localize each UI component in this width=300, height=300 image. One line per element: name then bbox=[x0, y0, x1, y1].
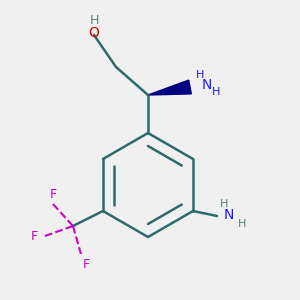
Text: H: H bbox=[212, 87, 220, 97]
Text: H: H bbox=[196, 70, 204, 80]
Text: N: N bbox=[224, 208, 234, 222]
Polygon shape bbox=[148, 80, 191, 95]
Text: H: H bbox=[220, 199, 228, 209]
Text: H: H bbox=[89, 14, 99, 28]
Text: F: F bbox=[30, 230, 38, 242]
Text: O: O bbox=[88, 26, 99, 40]
Text: H: H bbox=[238, 219, 246, 229]
Text: N: N bbox=[202, 78, 212, 92]
Text: F: F bbox=[50, 188, 56, 200]
Text: F: F bbox=[82, 257, 89, 271]
